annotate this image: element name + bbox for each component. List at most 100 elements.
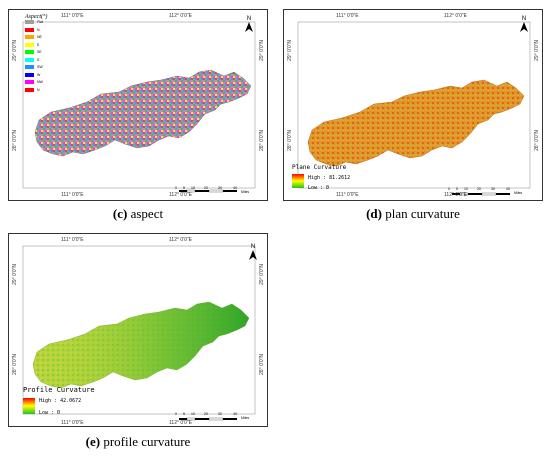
north-label: N [521,16,527,22]
scale-unit: Miles [241,416,250,420]
caption-text: aspect [127,206,164,221]
legend-swatch [25,27,34,32]
coord-left-top: 29° 0'0"N [12,40,18,61]
scale-bar [179,189,237,193]
coord-right-top: 29° 0'0"N [259,264,265,285]
legend-swatch [25,65,34,70]
colorbar-low: Low : 0 [308,185,330,191]
north-arrow-icon [245,22,253,32]
legend-item: S [25,58,39,62]
legend-item: Flat [25,20,43,25]
coord-bottom-left: 111° 0'0"E [336,192,359,198]
scale-tick-30: 30 [491,187,495,191]
scale-tick-40: 40 [506,187,510,191]
legend-item: E [25,43,39,47]
scale-tick-20: 20 [204,186,208,190]
legend-label: N [37,87,40,92]
legend-label: Flat [37,20,43,24]
coord-right-bottom: 28° 0'0"N [259,130,265,151]
caption-letter: (e) [85,434,101,449]
north-arrow: N [249,244,257,260]
profile-curvature-map [22,245,256,421]
north-arrow: N [520,16,528,32]
legend-item: NW [25,80,43,85]
coord-left-top: 29° 0'0"N [12,264,18,285]
scale-tick-40: 40 [233,186,237,190]
legend-label: S [37,57,40,62]
legend-swatch [25,57,34,62]
scale-bar [179,417,237,421]
coord-top-right: 112° 0'0"E [169,237,192,243]
coord-bottom-right: 112° 0'0"E [169,420,192,426]
caption-profile-curvature: (e) profile curvature [8,434,268,450]
legend-item: SW [25,65,43,70]
coord-bottom-right: 112° 0'0"E [444,192,467,198]
scale-tick-10: 10 [191,412,195,416]
coord-bottom-left: 111° 0'0"E [61,420,84,426]
scale-tick-10: 10 [191,186,195,190]
legend-item: SE [25,50,42,55]
scale-tick-5: 5 [456,187,458,191]
legend-item: N [25,28,40,32]
caption-text: profile curvature [100,434,191,449]
scale-tick-5: 5 [183,412,185,416]
coord-top-left: 111° 0'0"E [61,237,84,243]
scale-tick-40: 40 [233,412,237,416]
map-panel-aspect: 111° 0'0"E 112° 0'0"E 111° 0'0"E 112° 0'… [8,9,268,201]
plan-region [307,79,525,167]
legend-swatch [25,50,34,55]
caption-letter: (c) [112,206,128,221]
coord-left-bottom: 28° 0'0"N [287,130,293,151]
profile-colorbar [23,398,35,414]
scale-tick-0: 0 [175,186,177,190]
coord-right-bottom: 28° 0'0"N [259,354,265,375]
coord-top-left: 111° 0'0"E [336,13,359,19]
coord-left-top: 29° 0'0"N [287,40,293,61]
scale-unit: Miles [514,191,523,195]
north-arrow-icon [249,250,257,260]
map-panel-plan-curvature: 111° 0'0"E 112° 0'0"E 111° 0'0"E 112° 0'… [283,9,543,201]
north-label: N [246,16,252,22]
scale-tick-5: 5 [183,186,185,190]
legend-label: SE [37,50,42,54]
aspect-region [34,69,252,157]
legend-label: E [37,42,40,47]
scale-tick-20: 20 [204,412,208,416]
legend-swatch [25,20,34,25]
legend-label: NW [37,80,43,84]
caption-aspect: (c) aspect [8,206,268,222]
aspect-legend: Aspect(°) Flat N NE E SE S SW W NW N [25,14,55,100]
coord-left-bottom: 28° 0'0"N [12,130,18,151]
legend-swatch [25,72,34,77]
coord-left-bottom: 28° 0'0"N [12,354,18,375]
scale-tick-30: 30 [218,186,222,190]
scale-tick-0: 0 [175,412,177,416]
legend-swatch [25,80,34,85]
coord-bottom-left: 111° 0'0"E [61,192,84,198]
colorbar-high: High : 42.0672 [39,398,82,404]
legend-item: NE [25,35,42,40]
colorbar-title: Profile Curvature [23,386,95,394]
legend-label: SW [37,65,43,69]
coord-right-top: 29° 0'0"N [534,40,540,61]
colorbar-high: High : 81.2612 [308,175,351,181]
coord-bottom-right: 112° 0'0"E [169,192,192,198]
legend-swatch [25,42,34,47]
coord-right-top: 29° 0'0"N [259,40,265,61]
legend-title: Aspect(°) [25,14,48,20]
caption-letter: (d) [366,206,382,221]
scale-unit: Miles [241,190,250,194]
colorbar-title: Plane Curvature [292,164,347,171]
caption-plan-curvature: (d) plan curvature [283,206,543,222]
aspect-map [22,21,256,193]
coord-top-left: 111° 0'0"E [61,13,84,19]
plan-colorbar [292,174,304,188]
caption-text: plan curvature [381,206,460,221]
scale-tick-0: 0 [448,187,450,191]
legend-swatch [25,35,34,40]
legend-label: NE [37,35,42,39]
north-label: N [250,244,256,250]
scale-bar [452,192,510,196]
coord-top-right: 112° 0'0"E [169,13,192,19]
legend-label: W [37,72,41,77]
